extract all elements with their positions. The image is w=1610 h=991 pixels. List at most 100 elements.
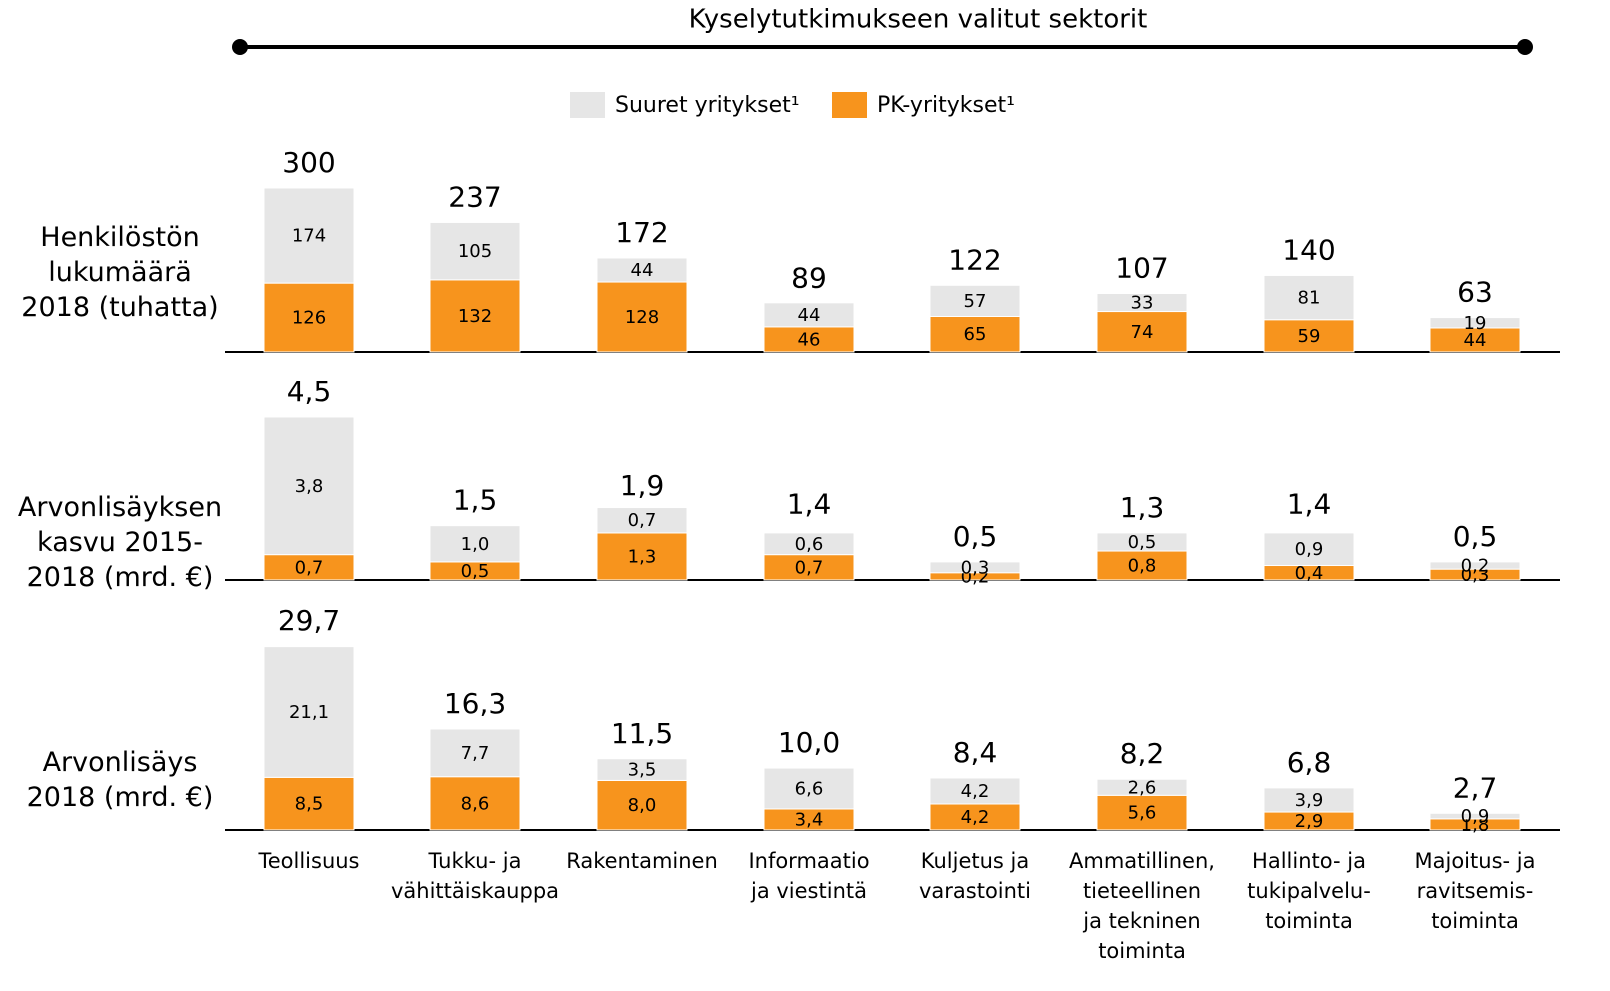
value-label: 0,5 [1128, 532, 1157, 553]
total-label: 4,5 [287, 375, 332, 408]
value-label: 132 [458, 306, 492, 327]
bar-segment [429, 525, 521, 563]
value-label: 0,7 [295, 557, 324, 578]
value-label: 6,6 [795, 778, 824, 799]
bar-segment [596, 779, 688, 831]
category-label: Ammatillinen, tieteellinen ja tekninen t… [1069, 849, 1215, 963]
total-label: 107 [1115, 252, 1168, 285]
category-label: Teollisuus [258, 849, 360, 873]
value-label: 8,6 [461, 793, 490, 814]
value-label: 1,0 [461, 534, 490, 555]
bar-segment [929, 284, 1021, 317]
bar-segment [1096, 311, 1188, 353]
value-label: 0,6 [795, 534, 824, 555]
value-label: 46 [798, 329, 821, 350]
bar-segment [1096, 293, 1188, 313]
bar-segment [1429, 561, 1521, 570]
value-label: 105 [458, 241, 492, 262]
value-label: 19 [1464, 313, 1487, 334]
bar-segment [1263, 274, 1355, 321]
bar-segment [263, 776, 355, 831]
value-label: 0,2 [1461, 556, 1490, 577]
value-label: 0,5 [461, 561, 490, 582]
total-label: 8,4 [953, 736, 998, 769]
total-label: 237 [448, 180, 501, 213]
value-label: 65 [964, 324, 987, 345]
category-label: Informaatio ja viestintä [748, 849, 870, 903]
bar-segment [263, 646, 355, 778]
value-label: 0,7 [795, 557, 824, 578]
legend-label: PK-yritykset¹ [877, 93, 1015, 118]
bar-segment [263, 554, 355, 581]
bar-segment [929, 315, 1021, 353]
total-label: 0,5 [1453, 520, 1498, 553]
total-label: 0,5 [953, 520, 998, 553]
category-label: Majoitus- ja ravitsemis- toiminta [1414, 849, 1536, 933]
row-label: Henkilöstön lukumäärä 2018 (tuhatta) [21, 222, 219, 324]
bar-segment [1263, 319, 1355, 353]
bar-segment [1429, 812, 1521, 820]
value-label: 3,5 [628, 760, 657, 781]
legend-label: Suuret yritykset¹ [615, 93, 800, 118]
header-dot [232, 39, 248, 55]
row-label: Arvonlisäyksen kasvu 2015- 2018 (mrd. €) [17, 492, 223, 594]
value-label: 21,1 [289, 702, 329, 723]
value-label: 3,9 [1295, 790, 1324, 811]
value-label: 81 [1298, 288, 1321, 309]
total-label: 89 [791, 261, 827, 294]
value-label: 1,8 [1461, 814, 1490, 835]
total-label: 1,5 [453, 484, 498, 517]
total-label: 140 [1282, 233, 1335, 266]
bar-segment [929, 561, 1021, 574]
legend-swatch [570, 92, 605, 118]
value-label: 59 [1298, 326, 1321, 347]
total-label: 8,2 [1120, 737, 1165, 770]
value-label: 0,7 [628, 510, 657, 531]
bar-segment [763, 302, 855, 328]
category-label: Tukku- ja vähittäiskauppa [390, 849, 560, 903]
value-label: 8,5 [295, 794, 324, 815]
value-label: 0,3 [961, 557, 990, 578]
total-label: 63 [1457, 276, 1493, 309]
bar-segment [263, 282, 355, 353]
bar-segment [1263, 532, 1355, 567]
total-label: 29,7 [278, 604, 340, 637]
value-label: 2,6 [1128, 777, 1157, 798]
bar-segment [596, 758, 688, 781]
value-label: 174 [292, 226, 326, 247]
total-label: 10,0 [778, 726, 840, 759]
bar-segment [763, 532, 855, 556]
value-label: 3,4 [795, 809, 824, 830]
value-label: 1,3 [628, 546, 657, 567]
bar-segment [263, 416, 355, 556]
value-label: 5,6 [1128, 803, 1157, 824]
value-label: 0,9 [1295, 539, 1324, 560]
bar-segment [1263, 787, 1355, 813]
bar-segment [429, 728, 521, 778]
value-label: 33 [1131, 293, 1154, 314]
header-title: Kyselytutkimukseen valitut sektorit [689, 5, 1148, 35]
bar-segment [596, 257, 688, 283]
bar-segment [1096, 794, 1188, 831]
bar-segment [1429, 327, 1521, 353]
total-label: 122 [948, 243, 1001, 276]
row-label: Arvonlisäys 2018 (mrd. €) [26, 747, 214, 814]
total-label: 16,3 [444, 687, 506, 720]
bar-segment [763, 767, 855, 810]
value-label: 3,8 [295, 476, 324, 497]
total-label: 6,8 [1287, 746, 1332, 779]
value-label: 8,0 [628, 795, 657, 816]
bar-segment [596, 507, 688, 534]
category-label: Hallinto- ja tukipalvelu- toiminta [1247, 849, 1371, 933]
value-label: 57 [964, 291, 987, 312]
value-label: 0,4 [1295, 563, 1324, 584]
bar-segment [763, 326, 855, 353]
category-label: Rakentaminen [566, 849, 718, 873]
bar-segment [929, 777, 1021, 805]
value-label: 44 [631, 260, 654, 281]
total-label: 2,7 [1453, 771, 1498, 804]
bar-segment [429, 221, 521, 281]
total-label: 1,3 [1120, 491, 1165, 524]
total-label: 1,9 [620, 469, 665, 502]
